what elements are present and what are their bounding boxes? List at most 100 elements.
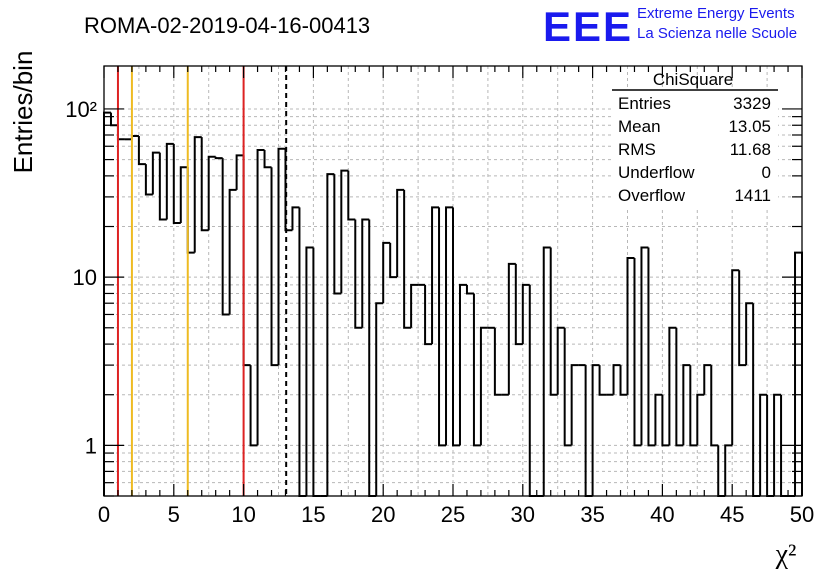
histogram-bin: [458, 283, 467, 446]
histogram-bin: [228, 188, 237, 315]
histogram-bin: [235, 154, 244, 190]
histogram-bin: [130, 135, 139, 140]
histogram-bin: [452, 207, 460, 447]
axis-ticks: [103, 66, 803, 497]
x-tick-label: 20: [371, 502, 395, 527]
histogram-bin: [465, 284, 474, 295]
x-tick-label: 10: [231, 502, 255, 527]
histogram-bin: [270, 167, 279, 367]
stats-label: Mean: [618, 117, 661, 136]
histogram-bin: [479, 326, 488, 446]
histogram-bin: [305, 246, 314, 496]
histogram-bin: [431, 206, 440, 345]
run-title: ROMA-02-2019-04-16-00413: [84, 13, 370, 38]
histogram-bin: [326, 173, 335, 496]
histogram-bin: [661, 394, 670, 447]
histogram-bin: [361, 218, 370, 328]
histogram-bin: [472, 293, 481, 447]
histogram-bin: [207, 155, 216, 231]
histogram-bin: [647, 247, 656, 447]
logo-line-1: Extreme Energy Events: [637, 5, 795, 22]
histogram-bin: [116, 125, 125, 141]
histogram-bin: [724, 444, 733, 496]
x-tick-label: 50: [790, 502, 814, 527]
histogram-bin: [654, 393, 663, 446]
vertical-marker-lines: [116, 66, 288, 496]
histogram-bin: [438, 207, 447, 447]
histogram-bin: [221, 158, 230, 316]
stats-value: 3329: [733, 94, 771, 113]
histogram-bin: [759, 393, 768, 496]
histogram-bin: [256, 149, 265, 446]
stats-value: 11.68: [730, 140, 771, 159]
histogram-bin: [389, 242, 398, 279]
stats-value: 0: [762, 163, 771, 182]
histogram-bin: [542, 246, 551, 496]
histogram-bin: [403, 189, 412, 329]
histogram-bin: [668, 326, 677, 446]
histogram-bin: [172, 143, 181, 224]
histogram-bin: [570, 364, 579, 446]
x-tick-label: 40: [650, 502, 674, 527]
histogram-bin: [165, 142, 174, 220]
x-tick-label: 45: [720, 502, 744, 527]
histogram-bin: [340, 169, 349, 294]
histogram-bin: [179, 166, 188, 223]
histogram-bin: [200, 137, 209, 232]
stats-label: Overflow: [618, 186, 686, 205]
stats-label: Entries: [618, 94, 671, 113]
histogram-bin: [347, 170, 356, 221]
logo-line-2: La Scienza nelle Scuole: [637, 25, 797, 42]
histogram-bin: [263, 150, 272, 169]
histogram-bin: [591, 364, 600, 496]
histogram-bin: [640, 246, 649, 446]
histogram-bin: [333, 174, 342, 295]
histogram-bin: [745, 302, 754, 366]
histogram-bin: [563, 327, 572, 447]
histogram-bin: [521, 283, 530, 345]
histogram-bin: [752, 303, 761, 497]
histogram-bin: [507, 262, 516, 395]
eee-logo: EEE: [543, 3, 633, 50]
histogram-bin: [137, 136, 146, 166]
histogram-bin: [612, 364, 621, 395]
x-axis-title: χ²: [775, 539, 797, 570]
stats-label: Underflow: [618, 163, 695, 182]
histogram-bin: [549, 247, 558, 396]
histogram-bin: [242, 155, 251, 367]
x-tick-label: 30: [511, 502, 535, 527]
y-axis-title: Entries/bin: [8, 51, 38, 174]
x-tick-label: 0: [98, 502, 110, 527]
stats-box-background: [612, 88, 778, 208]
histogram-bin: [354, 219, 363, 329]
histogram-bin: [375, 302, 384, 496]
histogram-bin: [773, 393, 782, 496]
histogram-bin: [633, 257, 642, 447]
histogram-bin: [584, 365, 593, 497]
histogram-bin: [675, 327, 684, 447]
histogram-bin: [291, 206, 300, 231]
histogram-bin: [710, 365, 719, 447]
histogram-bin: [619, 365, 628, 396]
x-tick-labels: 0 5 10 15 20 25 30 35 40 45 50: [98, 502, 814, 527]
x-tick-label: 5: [168, 502, 180, 527]
x-tick-label: 35: [580, 502, 604, 527]
stats-label: RMS: [618, 140, 656, 159]
histogram-bin: [696, 393, 705, 446]
histogram-bin: [193, 136, 202, 253]
y-tick-labels: 1 10 10²: [65, 97, 97, 458]
histogram-bin: [144, 164, 153, 196]
stats-value: 13.05: [728, 117, 771, 136]
histogram-bin: [214, 156, 223, 160]
histogram-bin: [186, 167, 195, 254]
stats-value: 1411: [734, 186, 771, 205]
histogram-bin: [158, 152, 167, 221]
histogram-bin: [703, 364, 712, 395]
histogram-bin: [368, 219, 377, 497]
histogram-bin: [689, 365, 698, 447]
histogram-bin: [626, 256, 635, 395]
histogram-bin: [445, 206, 453, 446]
histogram-bin: [103, 111, 111, 496]
histogram-bin: [410, 283, 419, 328]
stats-box: ChiSquare Entries 3329 Mean 13.05 RMS 11.68 Un…: [612, 70, 778, 208]
